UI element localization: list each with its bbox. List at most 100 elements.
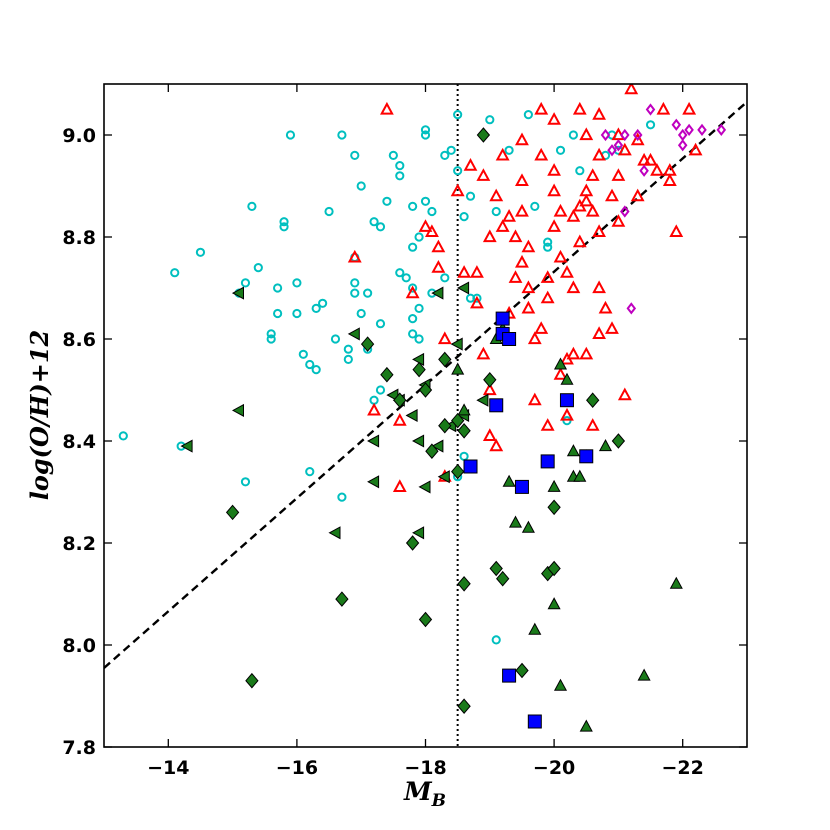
diamond-open-point	[716, 123, 727, 137]
circle-open-point	[420, 196, 431, 206]
x-tick-label: −14	[147, 757, 189, 779]
square-point	[489, 398, 504, 413]
x-tick-label: −22	[662, 757, 704, 779]
circle-open-point	[575, 166, 585, 176]
triangle-up-open-point	[553, 249, 568, 263]
diamond-point	[515, 662, 529, 679]
diamond-open-point	[677, 139, 688, 152]
triangle-up-open-point	[482, 229, 497, 243]
triangle-up-point	[579, 719, 593, 732]
triangle-up-open-point	[611, 214, 626, 227]
triangle-left-point	[450, 337, 463, 351]
triangle-up-open-point	[540, 418, 555, 431]
triangle-up-open-point	[425, 224, 439, 237]
triangle-up-open-point	[688, 142, 703, 156]
diamond-open-point	[607, 144, 617, 157]
triangle-up-open-point	[476, 168, 491, 181]
diamond-point	[380, 366, 394, 383]
triangle-up-open-point	[592, 107, 606, 120]
circle-open-point	[420, 130, 431, 140]
triangle-up-open-point	[540, 290, 555, 304]
diamond-point	[496, 570, 510, 587]
y-axis-label: log(O/H)+12	[25, 330, 54, 500]
x-tick-label: −20	[533, 757, 575, 779]
circle-open-point	[395, 171, 405, 181]
circle-open-point	[266, 329, 276, 339]
square-point	[514, 479, 529, 494]
triangle-left-point	[412, 526, 425, 540]
diamond-point	[476, 127, 491, 143]
triangle-up-point	[502, 474, 516, 487]
triangle-up-point	[573, 469, 587, 482]
triangle-left-point	[431, 439, 444, 453]
circle-open-point	[530, 201, 540, 211]
triangle-up-open-point	[347, 249, 362, 263]
diamond-point	[547, 560, 561, 577]
circle-open-point	[504, 145, 514, 155]
triangle-up-open-point	[566, 209, 581, 222]
triangle-up-open-point	[643, 152, 658, 166]
triangle-up-open-point	[405, 285, 420, 299]
diamond-point	[393, 392, 407, 408]
circle-open-point	[318, 298, 328, 308]
diamond-point	[547, 499, 561, 516]
circle-open-point	[350, 150, 360, 160]
square-point	[559, 393, 574, 408]
triangle-up-open-point	[392, 413, 407, 426]
diamond-open-point	[697, 123, 707, 137]
circle-open-point	[408, 314, 418, 324]
triangle-up-open-point	[605, 188, 619, 202]
diamond-point	[457, 423, 471, 439]
y-tick-label: 8.4	[62, 431, 96, 453]
diamond-open-point	[620, 205, 630, 218]
triangle-up-open-point	[450, 183, 465, 197]
circle-open-point	[485, 115, 495, 125]
circle-open-point	[440, 273, 450, 283]
diamond-point	[611, 433, 626, 449]
diamond-point	[418, 611, 433, 628]
triangle-up-point	[669, 576, 683, 589]
circle-open-point	[240, 477, 251, 487]
circle-open-point	[285, 130, 296, 140]
triangle-up-open-point	[579, 193, 594, 207]
triangle-up-open-point	[585, 418, 600, 431]
circle-open-point	[369, 217, 379, 227]
diamond-point	[405, 535, 420, 551]
triangle-up-open-point	[650, 163, 664, 176]
circle-open-point	[240, 278, 251, 288]
circle-open-point	[350, 288, 360, 298]
triangle-up-open-point	[585, 168, 600, 181]
triangle-left-point	[231, 403, 244, 417]
circle-open-point	[414, 303, 424, 313]
circle-open-point	[453, 110, 463, 120]
x-tick-label: −16	[276, 757, 318, 779]
circle-open-point	[446, 145, 456, 155]
circle-open-point	[273, 283, 283, 293]
triangle-up-point	[637, 668, 651, 681]
y-tick-label: 8.0	[62, 635, 96, 657]
triangle-left-point	[457, 281, 470, 295]
triangle-up-open-point	[431, 239, 446, 253]
triangle-left-point	[231, 286, 244, 300]
triangle-up-open-point	[592, 224, 606, 237]
circle-open-point	[465, 293, 476, 303]
triangle-up-open-point	[457, 265, 471, 278]
circle-open-point	[453, 166, 463, 176]
triangle-up-open-point	[572, 101, 587, 115]
data-points	[118, 84, 727, 732]
circle-open-point	[459, 212, 469, 222]
triangle-left-point	[405, 408, 418, 423]
diamond-point	[412, 361, 426, 378]
circle-open-point	[330, 334, 341, 344]
circle-open-point	[350, 278, 360, 288]
triangle-left-point	[412, 352, 425, 366]
circle-open-point	[543, 237, 553, 247]
triangle-up-open-point	[470, 265, 484, 278]
circle-open-point	[401, 273, 411, 283]
circle-open-point	[363, 288, 373, 298]
triangle-up-open-point	[502, 209, 516, 222]
circle-open-point	[408, 283, 418, 293]
circle-open-point	[375, 385, 386, 395]
triangle-up-open-point	[547, 112, 561, 125]
